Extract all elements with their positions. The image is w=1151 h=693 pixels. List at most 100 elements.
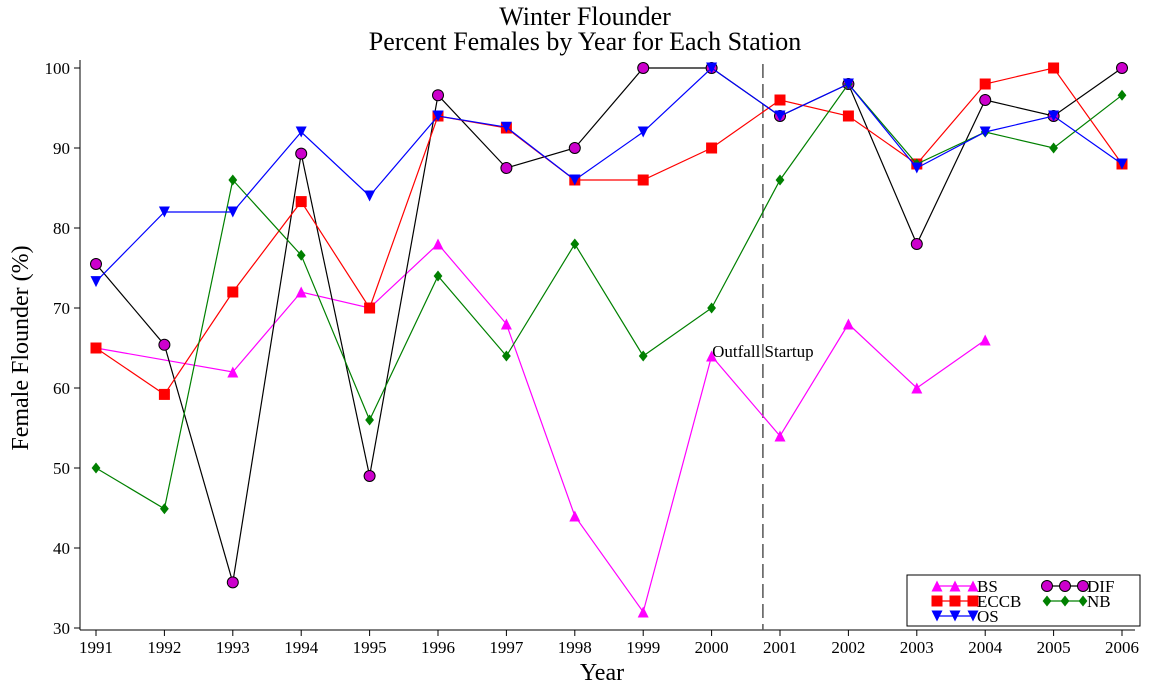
marker — [1041, 580, 1053, 592]
marker — [1048, 110, 1060, 122]
y-tick-label: 40 — [53, 539, 70, 558]
marker — [90, 342, 102, 354]
marker — [570, 238, 580, 250]
marker — [296, 249, 306, 261]
x-tick-label: 1998 — [558, 638, 592, 657]
marker — [500, 318, 512, 330]
marker — [638, 350, 648, 362]
marker — [637, 606, 649, 618]
marker — [967, 580, 979, 592]
y-tick-label: 80 — [53, 219, 70, 238]
y-tick-label: 60 — [53, 379, 70, 398]
marker — [775, 174, 785, 186]
x-tick-label: 2000 — [695, 638, 729, 657]
marker — [637, 174, 649, 186]
x-tick-label: 2004 — [968, 638, 1003, 657]
marker — [158, 206, 170, 218]
y-tick-label: 50 — [53, 459, 70, 478]
y-tick-label: 90 — [53, 139, 70, 158]
series — [91, 78, 1127, 515]
y-tick-label: 100 — [45, 59, 71, 78]
marker — [432, 238, 444, 250]
marker — [90, 276, 102, 288]
legend-label: OS — [977, 607, 999, 626]
y-tick-label: 70 — [53, 299, 70, 318]
marker — [502, 350, 511, 362]
legend-label: NB — [1087, 592, 1111, 611]
marker — [979, 126, 991, 138]
marker — [1042, 595, 1052, 607]
marker — [637, 62, 650, 74]
x-tick-label: 1997 — [489, 638, 524, 657]
series — [90, 238, 991, 618]
x-tick-label: 1996 — [421, 638, 455, 657]
x-tick-label: 2002 — [831, 638, 865, 657]
marker — [500, 121, 512, 133]
series — [90, 62, 1128, 288]
marker — [979, 78, 991, 90]
marker — [158, 388, 170, 400]
legend-label: ECCB — [977, 592, 1021, 611]
x-tick-label: 1991 — [79, 638, 113, 657]
marker — [910, 238, 923, 250]
marker — [295, 126, 307, 138]
marker — [227, 286, 239, 298]
marker — [1116, 158, 1128, 170]
legend-label: DIF — [1087, 577, 1114, 596]
marker — [637, 126, 649, 138]
marker — [433, 270, 443, 282]
marker — [706, 350, 718, 362]
marker — [774, 110, 786, 122]
marker — [160, 503, 169, 515]
x-tick-label: 2003 — [900, 638, 934, 657]
annotation: Outfall Startup — [712, 342, 814, 361]
marker — [774, 94, 786, 106]
marker — [1048, 62, 1060, 74]
marker — [569, 174, 581, 186]
marker — [295, 196, 307, 208]
marker — [774, 430, 786, 442]
marker — [569, 510, 581, 522]
y-axis-label: Female Flounder (%) — [8, 245, 34, 450]
marker — [911, 382, 923, 394]
series-line — [95, 83, 1123, 510]
marker — [1049, 142, 1058, 154]
marker — [949, 595, 961, 607]
y-tick-label: 30 — [53, 619, 70, 638]
marker — [931, 610, 943, 622]
marker — [707, 302, 716, 314]
marker — [931, 580, 943, 592]
legend: BS DIF ECCB NB OS — [906, 574, 1141, 627]
marker — [365, 414, 374, 426]
x-tick-label: 1994 — [284, 638, 319, 657]
marker — [949, 610, 961, 622]
marker — [363, 470, 376, 482]
marker — [227, 366, 239, 378]
marker — [967, 595, 979, 607]
marker — [364, 190, 376, 202]
chart-subtitle: Percent Females by Year for Each Station — [369, 27, 802, 56]
marker — [568, 142, 581, 154]
series — [90, 62, 1128, 400]
x-tick-label: 2005 — [1037, 638, 1071, 657]
marker — [228, 174, 238, 186]
marker — [979, 334, 991, 346]
x-axis-label: Year — [580, 660, 624, 686]
marker — [1078, 595, 1088, 607]
marker — [706, 62, 718, 74]
marker — [158, 338, 171, 351]
chart-title: Winter Flounder — [499, 2, 671, 31]
series-line — [95, 67, 1123, 583]
marker — [295, 286, 307, 298]
marker — [90, 258, 102, 270]
marker — [1077, 580, 1089, 592]
marker — [364, 302, 376, 314]
series-line — [95, 67, 1123, 283]
marker — [227, 206, 239, 218]
marker — [706, 142, 718, 154]
x-tick-label: 1999 — [626, 638, 660, 657]
marker — [500, 162, 513, 174]
marker — [295, 147, 308, 160]
